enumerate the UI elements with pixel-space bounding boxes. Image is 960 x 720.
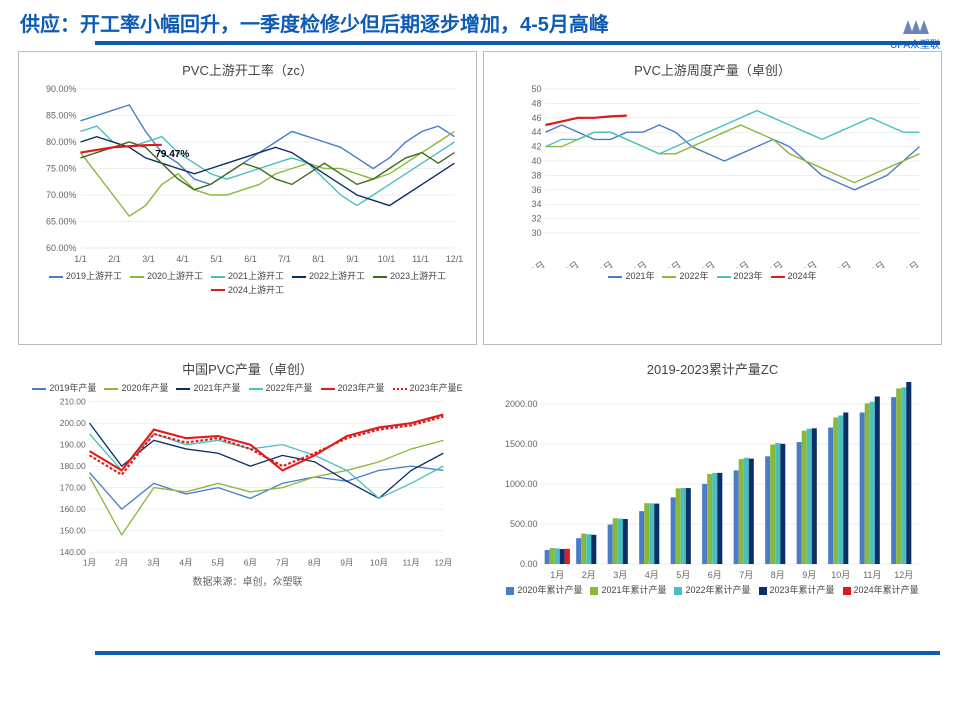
svg-text:2月: 2月 — [115, 557, 128, 567]
data-source: 数据来源：卓创，众塑联 — [26, 573, 469, 588]
svg-text:30: 30 — [531, 228, 541, 238]
svg-text:140.00: 140.00 — [60, 546, 86, 556]
svg-text:12/1: 12/1 — [446, 254, 464, 264]
svg-text:500.00: 500.00 — [510, 519, 538, 529]
svg-text:65.00%: 65.00% — [46, 217, 77, 227]
svg-text:7月: 7月 — [276, 557, 289, 567]
svg-text:6月1日: 6月1日 — [688, 259, 717, 268]
svg-text:4月1日: 4月1日 — [620, 259, 649, 268]
svg-text:0.00: 0.00 — [520, 559, 538, 569]
svg-text:9月1日: 9月1日 — [790, 259, 819, 268]
svg-text:210.00: 210.00 — [60, 396, 86, 406]
svg-text:160.00: 160.00 — [60, 503, 86, 513]
svg-text:85.00%: 85.00% — [46, 111, 77, 121]
svg-text:2/1: 2/1 — [108, 254, 121, 264]
chart-legend: 2019上游开工2020上游开工2021上游开工2022上游开工2023上游开工… — [27, 270, 468, 297]
svg-text:70.00%: 70.00% — [46, 190, 77, 200]
chart-legend: 2020年累计产量2021年累计产量2022年累计产量2023年累计产量2024… — [491, 584, 934, 598]
svg-text:1月: 1月 — [83, 557, 96, 567]
svg-text:2月: 2月 — [582, 570, 596, 580]
svg-text:2000.00: 2000.00 — [505, 399, 538, 409]
svg-text:190.00: 190.00 — [60, 439, 86, 449]
svg-text:3月: 3月 — [147, 557, 160, 567]
chart-cumulative-output: 2019-2023累计产量ZC 0.00 500.00 1000.00 1500.00… — [483, 351, 942, 643]
svg-text:1月: 1月 — [550, 570, 564, 580]
svg-text:12月1日: 12月1日 — [888, 259, 921, 268]
svg-text:1500.00: 1500.00 — [505, 439, 538, 449]
svg-text:6月: 6月 — [244, 557, 257, 567]
svg-text:48: 48 — [531, 98, 541, 108]
svg-text:34: 34 — [531, 199, 541, 209]
svg-text:4月: 4月 — [645, 570, 659, 580]
svg-text:8月1日: 8月1日 — [756, 259, 785, 268]
svg-text:36: 36 — [531, 185, 541, 195]
svg-text:6/1: 6/1 — [244, 254, 257, 264]
svg-text:12月: 12月 — [434, 557, 452, 567]
svg-text:38: 38 — [531, 170, 541, 180]
chart-weekly-output: PVC上游周度产量（卓创） 30 32 34 36 38 40 42 44 46 48 50 1月1日… — [483, 51, 942, 345]
svg-text:4月: 4月 — [179, 557, 192, 567]
svg-text:2月1日: 2月1日 — [552, 259, 581, 268]
svg-text:5月: 5月 — [676, 570, 690, 580]
svg-text:42: 42 — [531, 142, 541, 152]
svg-text:10月: 10月 — [831, 570, 850, 580]
svg-text:80.00%: 80.00% — [46, 137, 77, 147]
chart-operating-rate: PVC上游开工率（zc） 60.00% 65.00% 70.00% 75.00% 80.… — [18, 51, 477, 345]
svg-text:1/1: 1/1 — [74, 254, 87, 264]
svg-text:40: 40 — [531, 156, 541, 166]
svg-text:200.00: 200.00 — [60, 418, 86, 428]
svg-text:32: 32 — [531, 214, 541, 224]
chart-title: 中国PVC产量（卓创） — [26, 359, 469, 378]
svg-text:4/1: 4/1 — [176, 254, 189, 264]
svg-text:3月: 3月 — [613, 570, 627, 580]
svg-text:5/1: 5/1 — [210, 254, 223, 264]
svg-text:8/1: 8/1 — [312, 254, 325, 264]
svg-text:170.00: 170.00 — [60, 482, 86, 492]
svg-text:50: 50 — [531, 84, 541, 94]
svg-text:11月: 11月 — [863, 570, 881, 580]
chart-legend: 2019年产量2020年产量2021年产量2022年产量2023年产量2023年… — [26, 382, 469, 396]
charts-grid: PVC上游开工率（zc） 60.00% 65.00% 70.00% 75.00% 80.… — [0, 45, 960, 649]
svg-text:79.47%: 79.47% — [155, 149, 189, 160]
page-title: 供应：开工率小幅回升，一季度检修少但后期逐步增加，4-5月高峰 — [20, 8, 609, 37]
brand-logo: UPA众塑联 — [890, 18, 940, 51]
svg-text:10月1日: 10月1日 — [820, 259, 853, 268]
svg-text:11月1日: 11月1日 — [854, 259, 886, 268]
svg-text:3/1: 3/1 — [142, 254, 155, 264]
svg-text:9/1: 9/1 — [346, 254, 359, 264]
svg-text:11月: 11月 — [402, 557, 419, 567]
svg-text:10/1: 10/1 — [378, 254, 396, 264]
svg-text:44: 44 — [531, 127, 541, 137]
svg-text:11/1: 11/1 — [412, 254, 429, 264]
svg-text:10月: 10月 — [370, 557, 388, 567]
svg-text:1000.00: 1000.00 — [505, 479, 538, 489]
svg-text:1月1日: 1月1日 — [518, 259, 547, 268]
footer-divider — [95, 651, 940, 655]
svg-text:7/1: 7/1 — [278, 254, 291, 264]
chart-title: PVC上游开工率（zc） — [27, 60, 468, 79]
svg-text:180.00: 180.00 — [60, 460, 86, 470]
svg-text:9月: 9月 — [340, 557, 353, 567]
svg-text:12月: 12月 — [894, 570, 913, 580]
svg-text:9月: 9月 — [802, 570, 816, 580]
svg-text:3月1日: 3月1日 — [586, 259, 615, 268]
svg-text:90.00%: 90.00% — [46, 84, 77, 94]
chart-china-pvc-output: 中国PVC产量（卓创） 2019年产量2020年产量2021年产量2022年产量… — [18, 351, 477, 643]
svg-text:8月: 8月 — [771, 570, 785, 580]
svg-text:5月1日: 5月1日 — [654, 259, 683, 268]
svg-text:6月: 6月 — [708, 570, 722, 580]
svg-text:60.00%: 60.00% — [46, 243, 77, 253]
svg-text:8月: 8月 — [308, 557, 321, 567]
svg-text:75.00%: 75.00% — [46, 164, 77, 174]
svg-text:7月1日: 7月1日 — [722, 259, 751, 268]
svg-text:150.00: 150.00 — [60, 525, 86, 535]
chart-title: 2019-2023累计产量ZC — [491, 359, 934, 378]
svg-text:5月: 5月 — [212, 557, 225, 567]
chart-legend: 2021年2022年2023年2024年 — [492, 270, 933, 284]
chart-title: PVC上游周度产量（卓创） — [492, 60, 933, 79]
svg-text:46: 46 — [531, 113, 541, 123]
svg-text:7月: 7月 — [739, 570, 753, 580]
